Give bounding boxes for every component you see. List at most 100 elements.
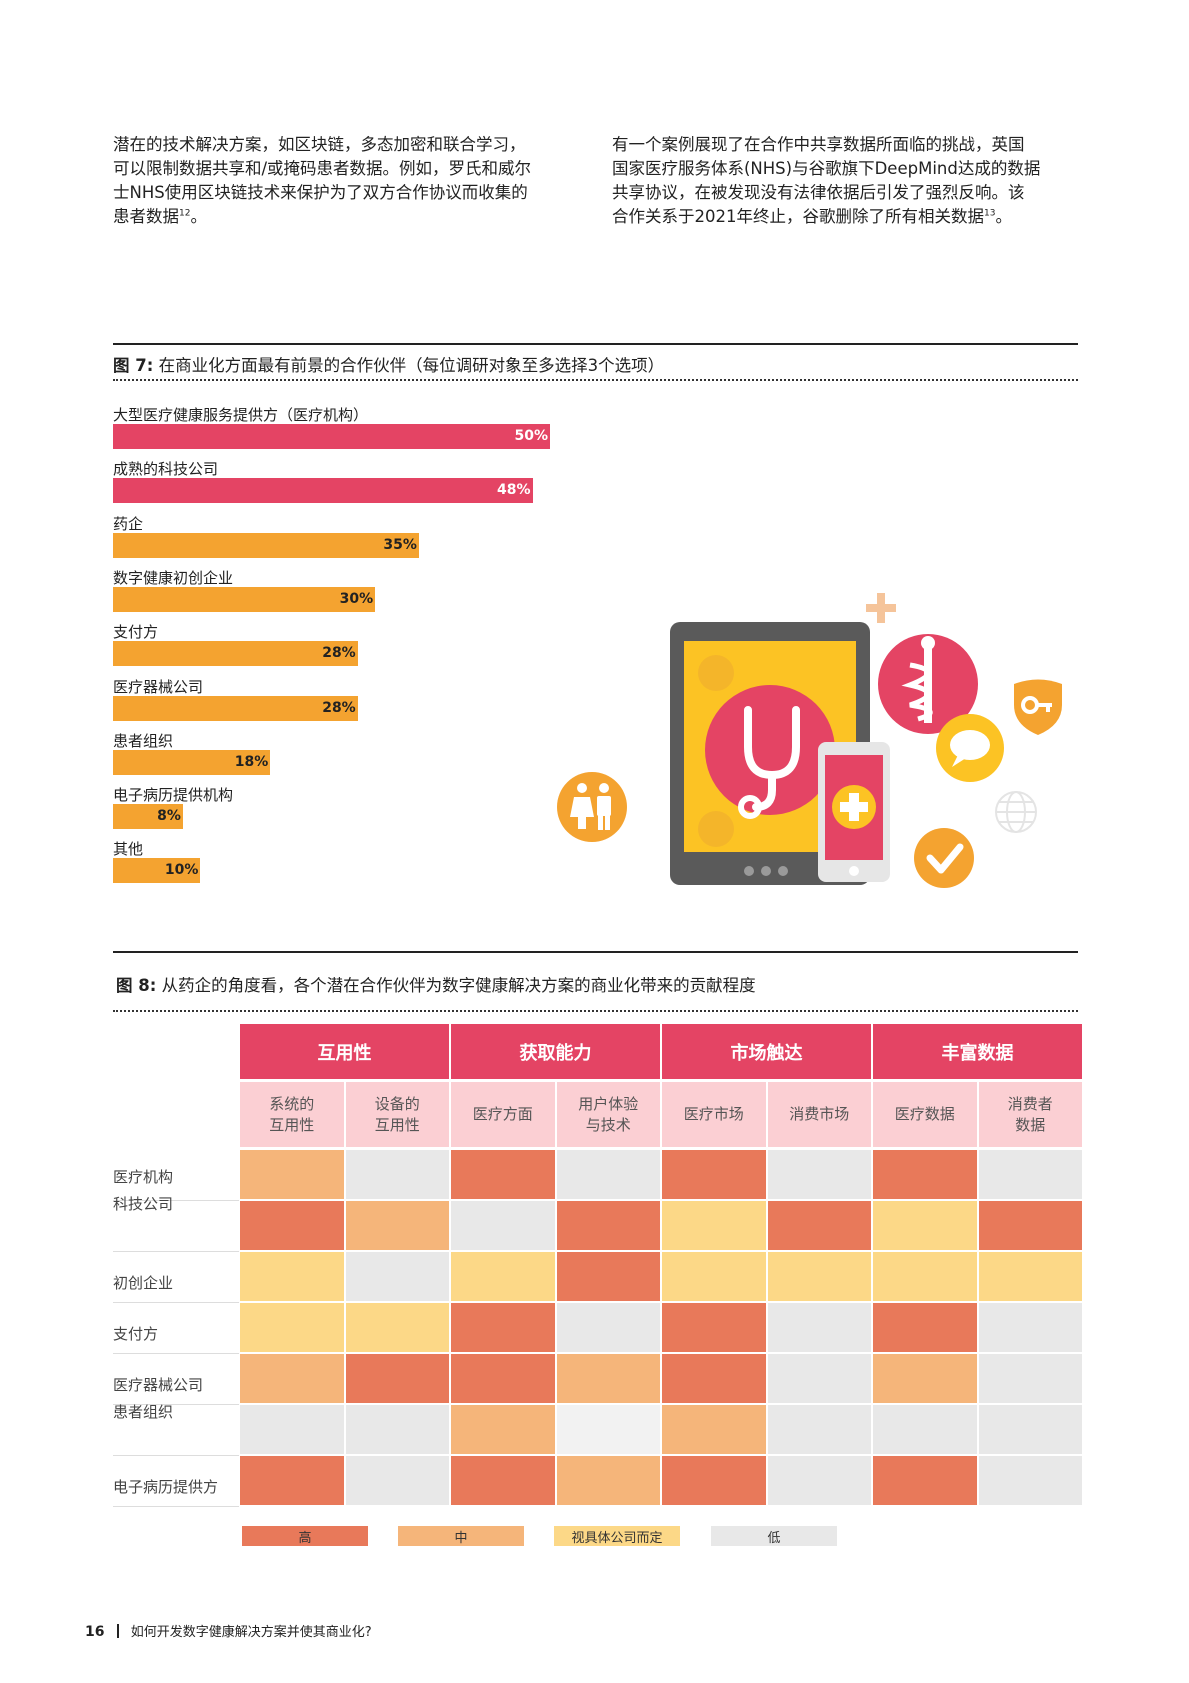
heatmap-row-divider [113, 1455, 239, 1456]
heatmap-cell [451, 1150, 555, 1199]
fig7-bar-label: 医疗器械公司 [113, 677, 204, 696]
legend-item: 视具体公司而定 [554, 1526, 680, 1546]
heatmap-cell [978, 1252, 1082, 1301]
phone-icon [818, 742, 890, 882]
heatmap-cell [345, 1405, 449, 1454]
heatmap-row-divider [113, 1302, 239, 1303]
heatmap-cell [873, 1201, 977, 1250]
intro-right-line: 国家医疗服务体系(NHS)与谷歌旗下DeepMind达成的数据 [612, 159, 1041, 178]
fig7-bar-label: 其他 [113, 840, 144, 859]
heatmap-row-label: 医疗器械公司 [113, 1376, 204, 1394]
heatmap-cell [240, 1150, 344, 1199]
intro-right-text: 合作关系于2021年终止，谷歌删除了所有相关数据 [612, 207, 984, 226]
intro-left-line: 士NHS使用区块链技术来保护为了双方合作协议而收集的 [113, 183, 528, 202]
heatmap-column-header: 医疗方面 [451, 1082, 555, 1147]
heatmap-cell [662, 1201, 766, 1250]
globe-icon [995, 791, 1037, 833]
fig7-bar-value: 28% [322, 699, 356, 716]
heatmap-cell [345, 1150, 449, 1199]
intro-right-column: 有一个案例展现了在合作中共享数据所面临的挑战，英国 国家医疗服务体系(NHS)与… [612, 133, 1092, 229]
intro-right-end: 。 [995, 207, 1012, 226]
fig8-top-rule [113, 951, 1078, 953]
fig7-title: 图 7: 在商业化方面最有前景的合作伙伴（每位调研对象至多选择3个选项） [113, 352, 664, 376]
heatmap-cell [978, 1456, 1082, 1505]
heatmap-row-divider [113, 1506, 239, 1507]
heatmap-cell [662, 1150, 766, 1199]
intro-left-line: 可以限制数据共享和/或掩码患者数据。例如，罗氏和威尔 [113, 159, 532, 178]
heatmap-cell [556, 1201, 660, 1250]
heatmap-group-header: 获取能力 [451, 1024, 660, 1079]
fig7-bar-value: 30% [339, 590, 374, 607]
heatmap-cell [873, 1150, 977, 1199]
footnote-ref-13[interactable]: 13 [984, 208, 996, 219]
fig7-bar: 35% [113, 532, 419, 558]
heatmap-cell [556, 1252, 660, 1301]
heatmap-cell [767, 1456, 871, 1505]
heatmap-column-header: 医疗数据 [873, 1082, 977, 1147]
heatmap-column-header: 消费市场 [767, 1082, 871, 1147]
heatmap-cell [556, 1405, 660, 1454]
chat-bubble-icon [936, 714, 1004, 782]
fig7-bar-value: 28% [322, 645, 356, 662]
stethoscope-icon [705, 685, 835, 819]
heatmap-group-header: 互用性 [240, 1024, 449, 1079]
heatmap-cell [556, 1456, 660, 1505]
intro-left-end: 。 [190, 207, 207, 226]
heatmap-cell [767, 1354, 871, 1403]
shield-key-icon [1014, 679, 1062, 735]
heatmap-row-label: 患者组织 [113, 1403, 174, 1421]
heatmap-cell [451, 1303, 555, 1352]
fig7-bar-label: 药企 [113, 514, 144, 533]
heatmap-column-header: 设备的 互用性 [345, 1082, 449, 1147]
heatmap-row-label: 科技公司 [113, 1195, 174, 1213]
intro-left-column: 潜在的技术解决方案，如区块链，多态加密和联合学习， 可以限制数据共享和/或掩码患… [113, 133, 593, 229]
heatmap-cell [978, 1303, 1082, 1352]
fig7-bar: 10% [113, 858, 201, 884]
heatmap-cell [451, 1354, 555, 1403]
fig7-bar-label: 大型医疗健康服务提供方（医疗机构） [113, 406, 369, 424]
heatmap-row-label: 医疗机构 [113, 1168, 174, 1186]
heatmap-cell [873, 1303, 977, 1352]
heatmap-cell [978, 1150, 1082, 1199]
page-footer: 16 如何开发数字健康解决方案并使其商业化? [85, 1621, 372, 1640]
digital-health-illustration [557, 593, 1062, 888]
heatmap-cell [345, 1252, 449, 1301]
fig7-bar: 18% [113, 749, 271, 775]
heatmap-cell [662, 1456, 766, 1505]
heatmap-cell [767, 1303, 871, 1352]
fig7-bar-value: 18% [234, 753, 269, 770]
heatmap-cell [873, 1456, 977, 1505]
fig7-bar: 50% [113, 424, 550, 449]
heatmap-row-divider [113, 1404, 239, 1405]
heatmap-cell [978, 1405, 1082, 1454]
fig7-bar: 48% [113, 478, 533, 504]
heatmap-cell [451, 1456, 555, 1505]
fig8-dotted-rule [113, 1010, 1078, 1012]
heatmap-row-divider [113, 1251, 239, 1252]
fig7-bar-value: 8% [157, 808, 181, 825]
intro-left-line: 潜在的技术解决方案，如区块链，多态加密和联合学习， [113, 135, 526, 154]
footnote-ref-12[interactable]: 12 [179, 208, 191, 219]
footer-title: 如何开发数字健康解决方案并使其商业化? [130, 1625, 372, 1640]
heatmap-cell [451, 1405, 555, 1454]
heatmap-row-label: 电子病历提供方 [113, 1478, 219, 1496]
heatmap-cell [978, 1354, 1082, 1403]
heatmap-cell [767, 1150, 871, 1199]
heatmap-cell [345, 1201, 449, 1250]
heatmap-column-header: 医疗市场 [662, 1082, 766, 1147]
heatmap-column-header: 用户体验 与技术 [556, 1082, 660, 1147]
heatmap-row-divider [113, 1353, 239, 1354]
heatmap-cell [240, 1252, 344, 1301]
heatmap-cell [240, 1354, 344, 1403]
heatmap-cell [662, 1354, 766, 1403]
heatmap-cell [978, 1201, 1082, 1250]
legend-item: 中 [398, 1526, 524, 1546]
heatmap-cell [662, 1252, 766, 1301]
fig7-bar-label: 数字健康初创企业 [113, 568, 234, 587]
intro-right-line: 合作关系于2021年终止，谷歌删除了所有相关数据13。 [612, 205, 1092, 229]
fig7-number: 图 7: [113, 356, 154, 375]
checkmark-icon [914, 828, 974, 888]
intro-left-text: 患者数据 [113, 207, 179, 226]
heatmap-cell [240, 1201, 344, 1250]
fig7-bar-label: 成熟的科技公司 [113, 460, 219, 479]
